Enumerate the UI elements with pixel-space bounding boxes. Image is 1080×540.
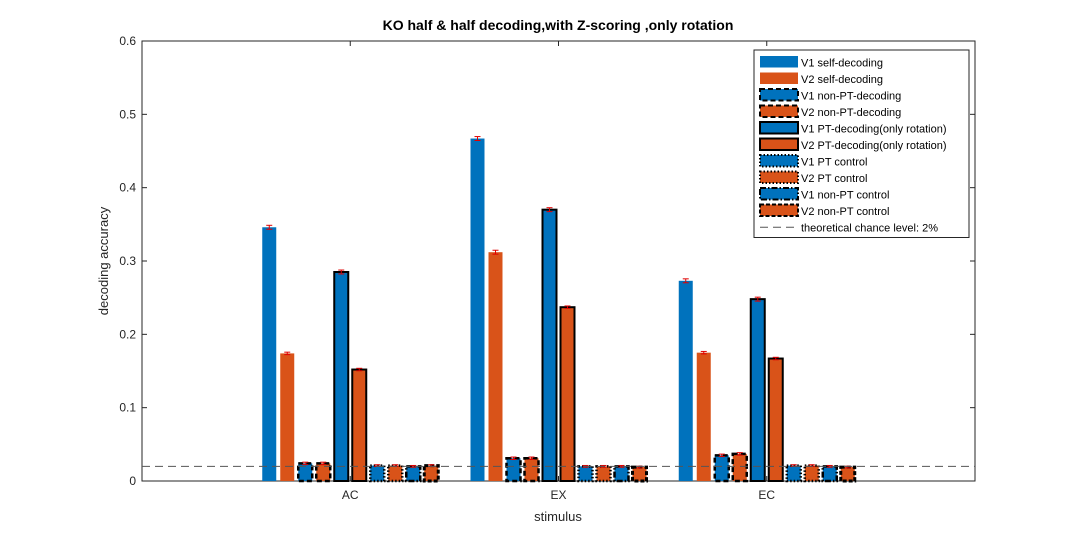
bar — [613, 465, 630, 483]
bar — [595, 465, 612, 483]
x-tick-label: EX — [550, 488, 566, 502]
legend-entry: V1 non-PT control — [801, 190, 889, 202]
legend-entry: V2 non-PT-decoding — [801, 107, 901, 119]
legend-swatch — [759, 170, 799, 184]
legend-swatch — [759, 104, 799, 118]
bar — [280, 353, 295, 481]
y-tick-label: 0.5 — [119, 107, 136, 121]
legend-entry: V1 PT control — [801, 157, 867, 169]
legend-entry: V2 non-PT control — [801, 206, 889, 218]
legend-entry: V2 PT-decoding(only rotation) — [801, 140, 947, 152]
bar — [369, 464, 386, 483]
bar — [297, 462, 314, 483]
bar — [803, 464, 820, 483]
legend-entry: V1 self-decoding — [801, 58, 883, 70]
legend-entry: V2 self-decoding — [801, 74, 883, 86]
bar — [470, 138, 485, 482]
bar — [262, 227, 277, 481]
bar — [767, 357, 784, 482]
bar — [387, 464, 404, 483]
y-tick-label: 0.3 — [119, 254, 136, 268]
bar — [713, 454, 730, 483]
legend-swatch — [760, 56, 798, 68]
bar — [821, 465, 838, 483]
bar — [351, 368, 368, 482]
x-tick-label: EC — [758, 488, 775, 502]
legend-entry: V1 non-PT-decoding — [801, 91, 901, 103]
y-tick-label: 0.4 — [119, 181, 136, 195]
chart-title: KO half & half decoding,with Z-scoring ,… — [383, 17, 734, 33]
y-tick-label: 0.2 — [119, 327, 136, 341]
bar — [505, 457, 522, 483]
bar — [405, 465, 422, 483]
bar — [559, 306, 576, 483]
legend-entry: theoretical chance level: 2% — [801, 223, 938, 235]
bar — [839, 465, 857, 483]
bar — [523, 457, 540, 483]
y-tick-label: 0.6 — [119, 34, 136, 48]
bar — [749, 298, 766, 482]
legend-swatch — [759, 154, 799, 168]
bar — [785, 464, 802, 483]
bar — [541, 208, 558, 483]
bar — [631, 465, 648, 483]
x-tick-label: AC — [342, 488, 359, 502]
bar — [577, 465, 594, 483]
legend-swatch — [759, 88, 799, 102]
y-tick-label: 0.1 — [119, 401, 136, 415]
legend-entry: V1 PT-decoding(only rotation) — [801, 124, 947, 136]
bar — [422, 464, 440, 483]
legend-swatch — [759, 121, 799, 135]
bar — [731, 452, 748, 483]
bar — [333, 271, 350, 482]
legend-swatch — [760, 72, 798, 84]
bar — [488, 252, 503, 481]
bar — [696, 352, 711, 481]
legend-swatch — [759, 187, 799, 201]
bar — [315, 462, 332, 483]
bar — [678, 280, 693, 481]
legend-swatch — [759, 137, 799, 151]
legend-swatch — [759, 203, 799, 217]
x-axis-label: stimulus — [534, 509, 582, 524]
y-axis-label: decoding accuracy — [96, 206, 111, 315]
legend: V1 self-decoding V2 self-decoding V1 non-P… — [753, 49, 970, 238]
legend-entry: V2 PT control — [801, 173, 867, 185]
y-tick-label: 0 — [129, 474, 136, 488]
